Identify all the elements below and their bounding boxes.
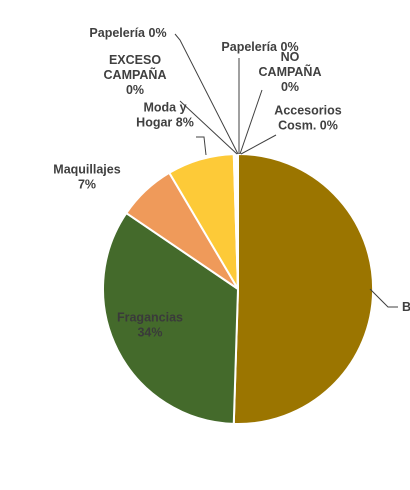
slice-label-line: Fragancias bbox=[117, 311, 183, 325]
slice-label-3: Moda y Hogar 8% bbox=[136, 101, 194, 130]
pie-slice-0 bbox=[232, 152, 375, 425]
slice-label-6: Papelería 0% bbox=[221, 40, 298, 54]
leader-line-0 bbox=[369, 288, 398, 308]
pie-slice-8 bbox=[236, 152, 239, 290]
slice-label-line: Papelería 0% bbox=[89, 26, 166, 40]
slice-label-line: Hogar 8% bbox=[136, 116, 194, 130]
slice-label-line: EXCESO bbox=[109, 53, 161, 67]
slice-label-7: NO CAMPAÑA 0% bbox=[259, 50, 322, 94]
slice-label-line: 0% bbox=[281, 80, 299, 94]
slice-label-line: 34% bbox=[137, 326, 162, 340]
slice-label-line: NO bbox=[281, 50, 300, 64]
slice-label-4: EXCESO CAMPAÑA 0% bbox=[104, 53, 167, 97]
slice-label-line: 7% bbox=[78, 178, 96, 192]
leader-line-3 bbox=[196, 136, 207, 156]
leader-lines-layer bbox=[174, 33, 398, 308]
slice-label-1: Fragancias 34% bbox=[117, 311, 183, 340]
slice-label-5: Papelería 0% bbox=[89, 26, 166, 40]
slice-label-line: CAMPAÑA bbox=[259, 64, 322, 79]
slice-label-line: Accesorios bbox=[274, 104, 341, 118]
pie-slice-1 bbox=[102, 211, 240, 425]
leader-line-5 bbox=[174, 33, 239, 155]
slice-label-line: Cosm. 0% bbox=[278, 119, 338, 133]
leader-line-7 bbox=[239, 89, 263, 155]
leader-line-8 bbox=[240, 134, 277, 155]
slice-label-line: Moda y bbox=[143, 101, 186, 115]
slice-label-2: Maquillajes 7% bbox=[53, 163, 120, 192]
slice-label-8: Accesorios Cosm. 0% bbox=[274, 104, 341, 133]
slice-label-line: Maquillajes bbox=[53, 163, 120, 177]
slices-layer bbox=[102, 152, 375, 425]
labels-layer: B Fragancias 34% Maquillajes 7% Moda y Hogar 8… bbox=[53, 26, 410, 340]
slice-label-line: B bbox=[402, 300, 410, 314]
leader-line-4 bbox=[179, 100, 238, 155]
slice-label-line: CAMPAÑA bbox=[104, 67, 167, 82]
slice-label-0: B bbox=[402, 300, 410, 314]
slice-label-line: 0% bbox=[126, 83, 144, 97]
slice-label-line: Papelería 0% bbox=[221, 40, 298, 54]
